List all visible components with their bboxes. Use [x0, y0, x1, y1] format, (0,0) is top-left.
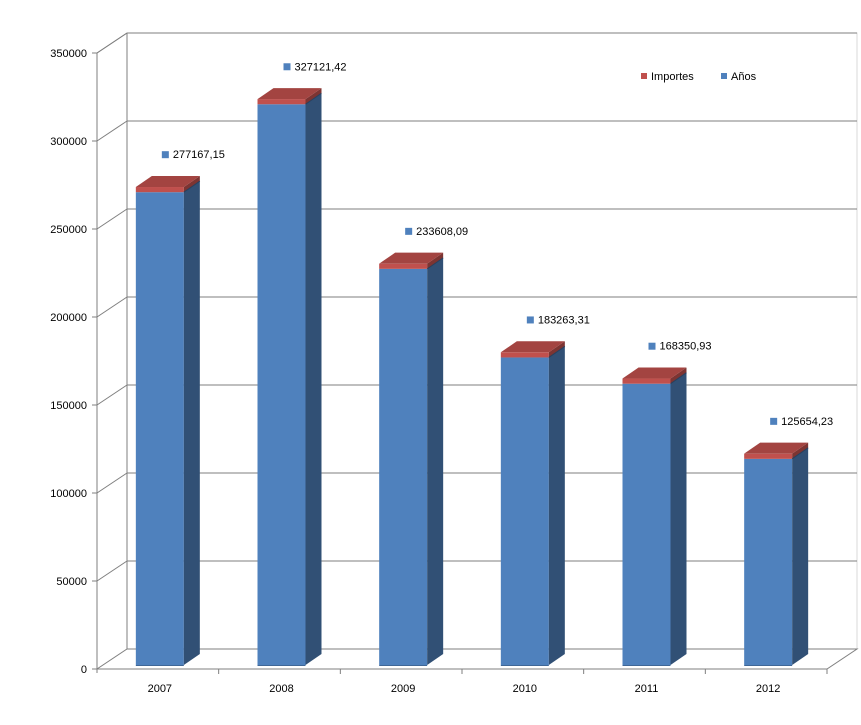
bar-2011: [622, 367, 687, 666]
data-label-marker: [283, 63, 291, 71]
cap-front: [622, 378, 671, 384]
cap-top: [622, 367, 687, 379]
cap-side: [792, 442, 809, 459]
y-axis-tick-labels: 0 50000 100000 150000 200000 250000 300000 3500…: [50, 48, 87, 676]
bar-side-divider: [791, 447, 809, 460]
cap-side: [670, 367, 687, 384]
bar-side: [548, 346, 565, 665]
bar-2012: [744, 442, 809, 666]
cap-side: [183, 176, 200, 193]
y-tick-label: 350000: [50, 48, 87, 60]
bar-base: [379, 665, 428, 666]
floor-plane: [95, 648, 859, 670]
bar-front: [135, 192, 184, 665]
gridline-depth: [96, 384, 128, 406]
bar-front: [744, 458, 793, 665]
bar-2009: [379, 252, 444, 666]
data-label: 168350,93: [660, 341, 712, 353]
y-tick-label: 150000: [50, 400, 87, 412]
x-tick-label: 2012: [756, 683, 780, 695]
bar-base: [257, 665, 306, 666]
cap-front: [500, 352, 549, 358]
legend-swatch-Años: [721, 73, 727, 79]
cap-top: [500, 341, 565, 353]
cap-front: [744, 453, 793, 459]
legend-label: Años: [731, 71, 757, 83]
bar-side: [792, 447, 809, 665]
bar-side: [670, 372, 687, 665]
cap-top: [135, 176, 200, 188]
x-axis-tick-labels: 2007 2008 2009 2010 2011 2012: [148, 683, 781, 695]
data-label: 233608,09: [416, 226, 468, 238]
cap-side: [548, 341, 565, 358]
y-tick-label: 300000: [50, 136, 87, 148]
x-tick-label: 2007: [148, 683, 172, 695]
gridlines: [96, 32, 857, 582]
data-label-marker: [770, 417, 778, 425]
axes: [92, 32, 828, 674]
data-label-marker: [161, 151, 169, 159]
gridline-depth: [96, 208, 128, 230]
bar-front: [257, 104, 306, 666]
bar-side-divider: [426, 257, 444, 270]
cap-front: [135, 187, 184, 193]
bar-base: [744, 665, 793, 666]
data-labels: 277167,15 327121,42 233608,09 183263,31 1683…: [161, 61, 833, 428]
bar-side: [183, 181, 200, 665]
x-tick-label: 2011: [635, 683, 659, 695]
cap-side: [427, 252, 444, 269]
bar-side-divider: [183, 180, 201, 193]
data-label: 327121,42: [295, 61, 347, 73]
y-tick-label: 250000: [50, 224, 87, 236]
bar-front: [622, 383, 671, 665]
bar-2010: [500, 341, 566, 666]
bar-side-divider: [305, 92, 322, 105]
gridline-depth: [96, 120, 128, 142]
x-tick-label: 2010: [513, 683, 537, 695]
legend-swatch-Importes: [641, 73, 647, 79]
bar-2008: [257, 88, 322, 666]
legend-label: Importes: [651, 71, 694, 83]
left-wall-top-edge: [96, 32, 128, 54]
plot-floor: [95, 648, 859, 670]
gridline-depth: [96, 560, 128, 582]
bar-front: [500, 357, 549, 665]
bar-base: [500, 665, 549, 666]
cap-top: [744, 442, 809, 454]
bar-front: [379, 268, 428, 665]
x-tick-label: 2008: [269, 683, 293, 695]
bar-base: [135, 665, 184, 666]
bar-side-divider: [670, 372, 687, 385]
cap-front: [379, 263, 428, 269]
data-label-marker: [648, 342, 656, 350]
gridline-depth: [96, 296, 128, 318]
bar-2007: [135, 176, 201, 666]
cap-top: [257, 88, 322, 100]
x-tick-label: 2009: [391, 683, 415, 695]
y-tick-label: 50000: [56, 576, 87, 588]
cap-top: [379, 252, 444, 264]
bar-base: [622, 665, 671, 666]
data-label: 183263,31: [538, 314, 590, 326]
bars: [135, 88, 809, 666]
cap-front: [257, 99, 306, 105]
bar-side: [427, 257, 444, 665]
bar-side: [305, 93, 322, 666]
data-label-marker: [526, 316, 534, 324]
bar-side-divider: [548, 346, 566, 358]
y-tick-label: 0: [81, 664, 87, 676]
data-label: 125654,23: [781, 416, 833, 428]
legend: Importes Años: [641, 71, 757, 83]
data-label-marker: [405, 227, 413, 235]
y-tick-label: 100000: [50, 488, 87, 500]
gridline-depth: [96, 472, 128, 494]
data-label: 277167,15: [173, 149, 225, 161]
y-tick-label: 200000: [50, 312, 87, 324]
cap-side: [305, 88, 322, 105]
